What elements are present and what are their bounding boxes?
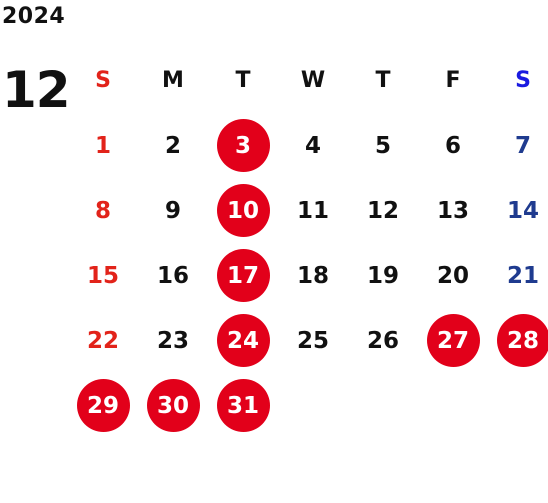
day-number: 18 xyxy=(296,262,329,289)
day-cell: 13 xyxy=(418,178,488,243)
holiday-day: 24 xyxy=(216,314,270,367)
day-number: 9 xyxy=(164,197,181,224)
weekday-header: F xyxy=(445,68,461,93)
day-cell: 12 xyxy=(348,178,418,243)
day-cell: 1 xyxy=(68,113,138,178)
day-cell: 4 xyxy=(278,113,348,178)
day-cell: 17 xyxy=(208,243,278,308)
day-number: 5 xyxy=(374,132,391,159)
day-cell: 2 xyxy=(138,113,208,178)
day-number: 7 xyxy=(514,132,531,159)
day-cell: 19 xyxy=(348,243,418,308)
day-cell: 3 xyxy=(208,113,278,178)
holiday-day: 28 xyxy=(496,314,548,367)
day-number: 2 xyxy=(164,132,181,159)
day-cell: 10 xyxy=(208,178,278,243)
weekday-header: S xyxy=(95,68,111,93)
day-cell: 16 xyxy=(138,243,208,308)
day-number: 25 xyxy=(296,327,329,354)
day-number: 23 xyxy=(156,327,189,354)
year-label: 2024 xyxy=(2,4,66,29)
day-cell: 8 xyxy=(68,178,138,243)
day-cell: 24 xyxy=(208,308,278,373)
holiday-day: 10 xyxy=(216,184,270,237)
day-number: 1 xyxy=(94,132,111,159)
day-number: 12 xyxy=(366,197,399,224)
day-number: 21 xyxy=(506,262,539,289)
day-number: 19 xyxy=(366,262,399,289)
weekday-header: M xyxy=(162,68,184,93)
weekday-header: S xyxy=(515,68,531,93)
day-cell: 7 xyxy=(488,113,548,178)
day-cell: 25 xyxy=(278,308,348,373)
weekday-header: T xyxy=(375,68,391,93)
holiday-day: 30 xyxy=(146,379,200,432)
holiday-day: 17 xyxy=(216,249,270,302)
day-cell: 14 xyxy=(488,178,548,243)
day-cell: 23 xyxy=(138,308,208,373)
day-cell: 26 xyxy=(348,308,418,373)
holiday-day: 3 xyxy=(216,119,270,172)
day-cell: 20 xyxy=(418,243,488,308)
day-number: 16 xyxy=(156,262,189,289)
day-number: 14 xyxy=(506,197,539,224)
day-number: 11 xyxy=(296,197,329,224)
month-label: 12 xyxy=(2,61,71,119)
day-cell: 9 xyxy=(138,178,208,243)
day-cell: 21 xyxy=(488,243,548,308)
day-cell: 11 xyxy=(278,178,348,243)
day-cell: 15 xyxy=(68,243,138,308)
day-cell: 18 xyxy=(278,243,348,308)
weekday-header: T xyxy=(235,68,251,93)
day-cell: 31 xyxy=(208,373,278,438)
day-number: 15 xyxy=(86,262,119,289)
day-number: 20 xyxy=(436,262,469,289)
day-cell: 27 xyxy=(418,308,488,373)
holiday-day: 31 xyxy=(216,379,270,432)
day-number: 6 xyxy=(444,132,461,159)
holiday-day: 27 xyxy=(426,314,480,367)
day-cell: 29 xyxy=(68,373,138,438)
day-cell: 6 xyxy=(418,113,488,178)
holiday-day: 29 xyxy=(76,379,130,432)
day-number: 8 xyxy=(94,197,111,224)
day-cell: 22 xyxy=(68,308,138,373)
day-number: 4 xyxy=(304,132,321,159)
day-number: 22 xyxy=(86,327,119,354)
day-number: 13 xyxy=(436,197,469,224)
day-cell: 30 xyxy=(138,373,208,438)
weekday-header: W xyxy=(300,68,326,93)
calendar-grid: S M T W T F S 1 2 3 4 5 6 7 8 9 10 11 12 13 14 15 16 17 18 19 20 21… xyxy=(68,48,548,438)
day-cell: 5 xyxy=(348,113,418,178)
day-number: 26 xyxy=(366,327,399,354)
day-cell: 28 xyxy=(488,308,548,373)
